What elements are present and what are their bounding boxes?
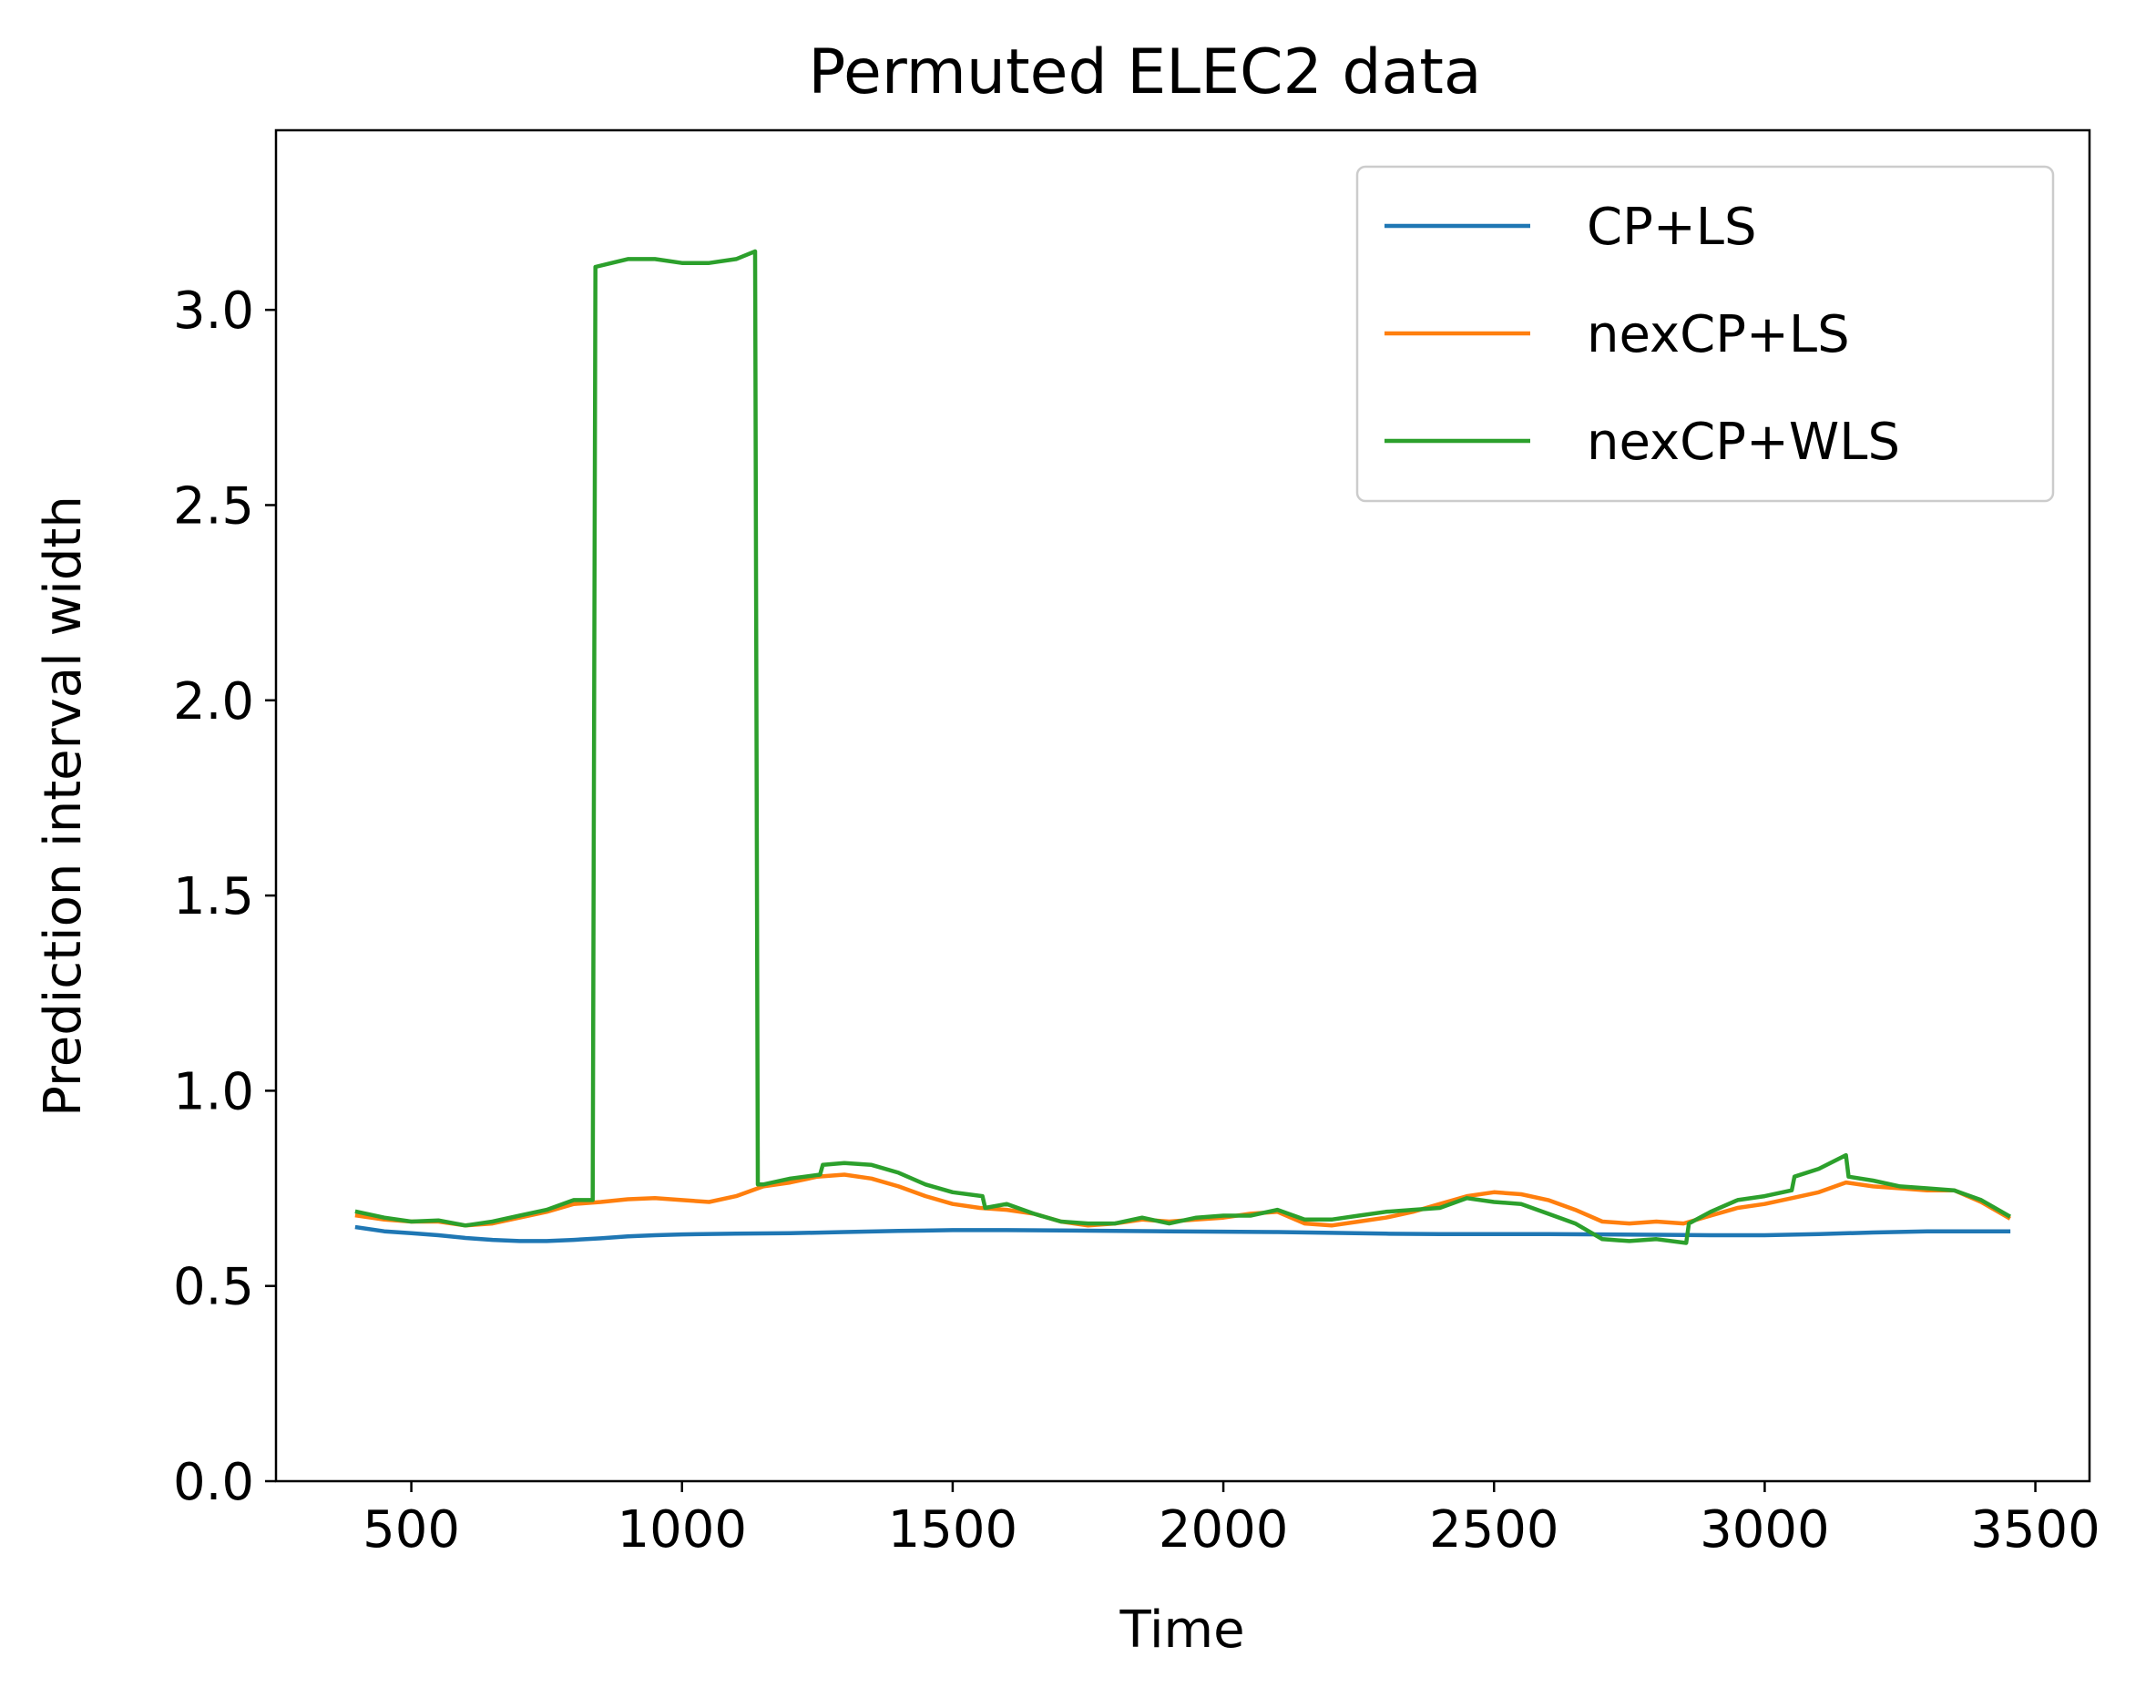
x-tick-label: 3000 [1700, 1500, 1830, 1560]
y-tick-label: 1.0 [173, 1062, 254, 1121]
y-tick-label: 1.5 [173, 867, 254, 926]
axis-ticks: 500 1000 1500 2000 2500 3000 3500 0.0 0.5 1.0 1.5 2… [173, 281, 2100, 1560]
x-tick-label: 1500 [888, 1500, 1018, 1560]
legend-label: nexCP+WLS [1587, 413, 1900, 472]
series-lines [354, 249, 2011, 1245]
series-line-3 [354, 249, 2011, 1245]
y-axis-label: Prediction interval width [34, 496, 93, 1117]
y-tick-label: 2.5 [173, 476, 254, 536]
x-axis-label: Time [1119, 1601, 1244, 1660]
x-tick-label: 500 [363, 1500, 460, 1560]
plot-frame [274, 128, 2091, 1483]
y-tick-label: 0.0 [173, 1453, 254, 1512]
y-tick-label: 2.0 [173, 672, 254, 731]
series-line-1 [354, 1224, 2011, 1243]
legend-label: CP+LS [1587, 198, 1757, 257]
y-tick-label: 3.0 [173, 281, 254, 341]
legend-label: nexCP+LS [1587, 305, 1850, 364]
x-tick-label: 2000 [1159, 1500, 1289, 1560]
x-tick-label: 3500 [1970, 1500, 2100, 1560]
chart-title: Permuted ELEC2 data [808, 36, 1481, 108]
y-tick-label: 0.5 [173, 1258, 254, 1317]
x-tick-label: 2500 [1429, 1500, 1559, 1560]
legend: CP+LS nexCP+LS nexCP+WLS [1355, 165, 2055, 503]
x-tick-label: 1000 [617, 1500, 747, 1560]
legend-frame [1355, 165, 2055, 503]
